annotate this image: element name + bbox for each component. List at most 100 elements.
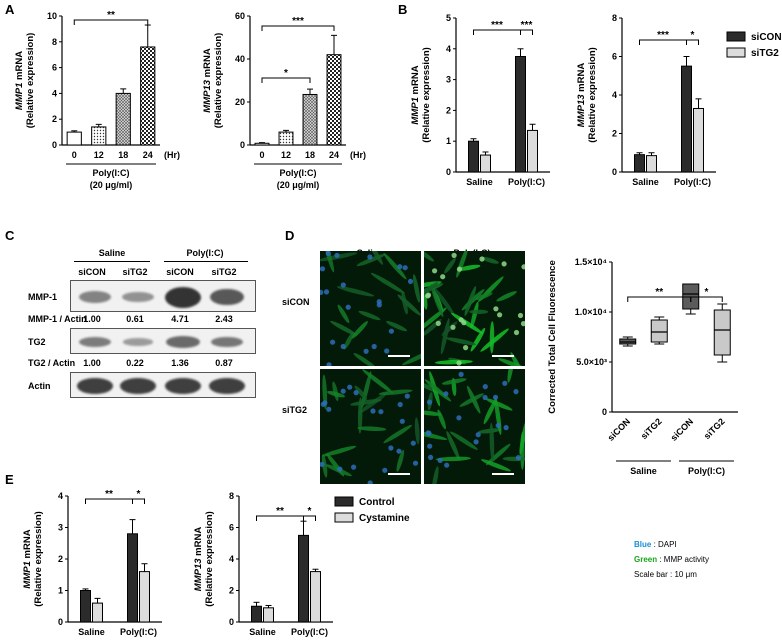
scale-bar-0 bbox=[388, 355, 410, 357]
wb-tg2-ratio-label: TG2 / Actin bbox=[28, 358, 76, 368]
e-legend-swatch-0 bbox=[334, 496, 354, 507]
a1-bar-0 bbox=[254, 142, 270, 146]
a0-ytick-label-3: 6 bbox=[52, 63, 57, 73]
note-green-rest: : MMP activity bbox=[657, 555, 709, 564]
d-box-1 bbox=[650, 319, 668, 343]
a0-ylabel-suffix: mRNA bbox=[14, 51, 25, 83]
b0-xtick-label-1: Poly(I:C) bbox=[508, 177, 545, 187]
wb-tg2-ratio-2: 0.22 bbox=[126, 358, 144, 368]
e-legend-swatch-1 bbox=[334, 512, 354, 523]
wb-mmp1-blot bbox=[70, 280, 256, 312]
wb-actin-band-0 bbox=[77, 378, 113, 394]
e1-ylabel-line2: (Relative expression) bbox=[204, 511, 215, 607]
wb-group-polyic: Poly(I:C) bbox=[186, 248, 224, 258]
note-dapi: Blue : DAPI bbox=[634, 540, 709, 549]
wb-lane-1: siCON bbox=[78, 267, 106, 277]
a0-ylabel: MMP1 mRNA bbox=[14, 51, 25, 110]
e0-ytick-label-2: 2 bbox=[58, 554, 63, 564]
e0-s1-sig-label: * bbox=[137, 489, 141, 500]
b0-s1-sig-label: *** bbox=[521, 20, 533, 31]
a1-s0-sig-bracket bbox=[261, 77, 311, 83]
e1-ylabel: MMP13 mRNA bbox=[193, 527, 204, 592]
b0-bar-1-1 bbox=[527, 129, 538, 173]
b1-s0-sig-label: *** bbox=[657, 30, 669, 41]
e1-xtick-label-0: Saline bbox=[249, 627, 276, 637]
e0-bar-0-1 bbox=[92, 602, 103, 623]
b1-ytick-label-1: 2 bbox=[612, 129, 617, 139]
a1-xtick-label-1: 12 bbox=[281, 150, 291, 160]
e-legend-label-1: Cystamine bbox=[359, 513, 410, 524]
a0-unit-label: (Hr) bbox=[164, 150, 180, 160]
e0-s1-sig-bracket bbox=[132, 498, 145, 504]
b1-ytick-label-4: 8 bbox=[612, 13, 617, 23]
a0-ytick-label-2: 4 bbox=[52, 88, 57, 98]
a1-bar-2 bbox=[302, 93, 318, 146]
wb-tg2-band-3 bbox=[210, 336, 244, 348]
e0-ytick-label-4: 4 bbox=[58, 491, 63, 501]
a1-xtick-label-0: 0 bbox=[259, 150, 264, 160]
a0-bar-1 bbox=[91, 126, 107, 146]
e1-ylabel-suffix: mRNA bbox=[193, 527, 204, 559]
e1-ytick-label-0: 0 bbox=[229, 617, 234, 627]
b0-ylabel-suffix: mRNA bbox=[410, 65, 421, 97]
wb-actin-band-2 bbox=[165, 378, 201, 394]
b-legend-label-1: siTG2 bbox=[751, 48, 779, 59]
fluorescence-legend: Blue : DAPI Green : MMP activity Scale b… bbox=[634, 540, 709, 585]
e0-bar-0-0 bbox=[80, 590, 91, 623]
d-group-label-1: Poly(I:C) bbox=[688, 466, 725, 476]
note-blue-word: Blue bbox=[634, 540, 652, 549]
d-ylabel: Corrected Total Cell Fluorescence bbox=[547, 260, 558, 413]
wb-mmp1-label: MMP-1 bbox=[28, 292, 57, 302]
a0-ytick-label-0: 0 bbox=[52, 140, 57, 150]
e1-s0-sig-label: ** bbox=[276, 506, 284, 517]
panel-label-b: B bbox=[398, 2, 408, 17]
wb-mmp1-band-2 bbox=[165, 286, 201, 308]
b1-bar-1-1 bbox=[693, 107, 704, 173]
wb-mmp1-band-1 bbox=[122, 291, 154, 303]
d-box-3 bbox=[713, 309, 731, 356]
b-legend-label-0: siCON bbox=[751, 32, 782, 43]
a1-bar-3 bbox=[326, 54, 342, 146]
e0-ytick-label-0: 0 bbox=[58, 617, 63, 627]
b0-ylabel-gene: MMP1 bbox=[410, 97, 421, 124]
a1-ytick-label-3: 60 bbox=[235, 11, 245, 21]
e1-ytick-label-4: 8 bbox=[229, 491, 234, 501]
a1-ytick-label-2: 40 bbox=[235, 54, 245, 64]
b0-ytick-label-0: 0 bbox=[446, 167, 451, 177]
wb-mmp1-ratio-label: MMP-1 / Actin bbox=[28, 314, 87, 324]
d-ytick-label-2: 1.0×10⁴ bbox=[575, 307, 607, 317]
e1-ylabel-gene: MMP13 bbox=[193, 558, 204, 591]
a0-ytick-label-5: 10 bbox=[47, 11, 57, 21]
scale-bar-3 bbox=[492, 473, 514, 475]
wb-group-line-polyic bbox=[164, 261, 248, 262]
e1-ytick-label-1: 2 bbox=[229, 586, 234, 596]
e1-ytick-label-3: 6 bbox=[229, 523, 234, 533]
wb-tg2-band-1 bbox=[122, 338, 154, 346]
b0-ytick-label-4: 4 bbox=[446, 44, 451, 54]
a0-ytick-label-1: 2 bbox=[52, 114, 57, 124]
micro-row-sitg2: siTG2 bbox=[282, 405, 308, 415]
a1-ylabel: MMP13 mRNA bbox=[202, 48, 213, 113]
micrograph-polyic-sitg2 bbox=[424, 369, 525, 484]
a0-treatment-label: Poly(I:C) bbox=[93, 168, 130, 178]
a1-s1-sig-label: *** bbox=[292, 16, 304, 27]
micrograph-grid: Saline Poly(I:C) bbox=[320, 248, 530, 484]
note-mmp: Green : MMP activity bbox=[634, 555, 709, 564]
a0-xtick-label-0: 0 bbox=[72, 150, 77, 160]
d-s1-sig-bracket bbox=[690, 296, 723, 302]
scale-bar-1 bbox=[492, 355, 514, 357]
b0-ytick-label-2: 2 bbox=[446, 105, 451, 115]
wb-lane-2: siTG2 bbox=[122, 267, 148, 277]
e0-ytick-label-3: 3 bbox=[58, 523, 63, 533]
b1-bar-1-0 bbox=[681, 65, 692, 173]
d-ytick-label-1: 5.0×10³ bbox=[576, 357, 607, 367]
panel-label-d: D bbox=[285, 228, 295, 243]
panel-label-c: C bbox=[5, 228, 15, 243]
e1-xtick-label-1: Poly(I:C) bbox=[291, 627, 328, 637]
b1-ytick-label-2: 4 bbox=[612, 90, 617, 100]
e0-s0-sig-label: ** bbox=[105, 489, 113, 500]
e-legend-label-0: Control bbox=[359, 497, 395, 508]
b1-ylabel-gene: MMP13 bbox=[576, 94, 587, 127]
wb-mmp1-ratio-4: 2.43 bbox=[215, 314, 233, 324]
